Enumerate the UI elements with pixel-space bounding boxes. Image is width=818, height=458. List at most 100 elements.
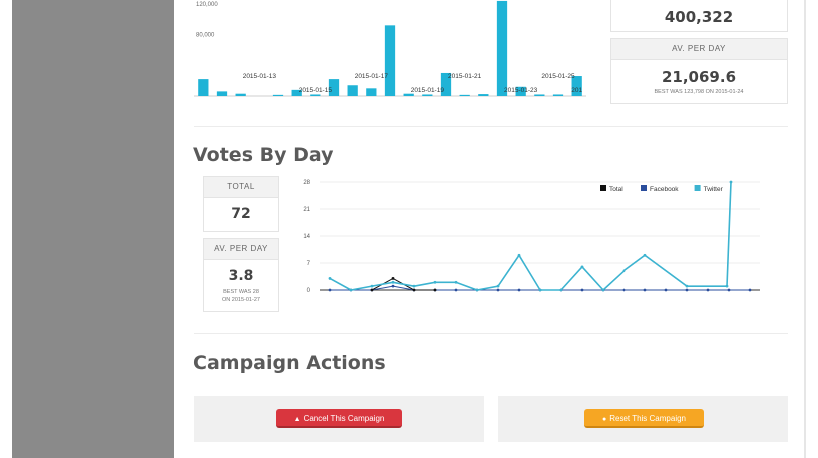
impressions-avg-card: AV. PER DAY 21,069.6 BEST WAS 123,798 ON… xyxy=(610,38,788,104)
reset-campaign-label: Reset This Campaign xyxy=(609,414,686,423)
page-left-edge xyxy=(0,0,12,458)
bar xyxy=(216,91,228,96)
votes-avg-label: AV. PER DAY xyxy=(204,239,278,260)
line-point xyxy=(496,284,500,288)
line-point xyxy=(580,265,584,269)
bar xyxy=(440,72,452,96)
line-point xyxy=(454,288,458,292)
legend-swatch xyxy=(694,185,701,191)
line-point xyxy=(370,284,374,288)
line-point xyxy=(729,180,733,184)
line-point xyxy=(748,288,752,292)
sidebar xyxy=(12,0,174,458)
bar xyxy=(198,79,209,96)
bar xyxy=(310,94,321,96)
line-point xyxy=(454,280,458,284)
line-point xyxy=(328,277,332,280)
bar-x-tick-label: 2015-01-17 xyxy=(355,73,389,80)
line-point xyxy=(412,284,416,288)
reset-action-panel: ● Reset This Campaign xyxy=(498,396,788,442)
impressions-bar-chart: 120,000 80,000 2015-01-13 2015-01-15 2015-01… xyxy=(194,0,586,97)
line-y-tick-label: 7 xyxy=(307,261,311,267)
impressions-avg-label: AV. PER DAY xyxy=(611,39,787,60)
cancel-campaign-button[interactable]: ▲ Cancel This Campaign xyxy=(276,409,402,428)
votes-best-note-2: ON 2015-01-27 xyxy=(222,297,260,303)
line-point xyxy=(328,288,332,292)
line-point xyxy=(601,288,605,292)
line-point xyxy=(517,288,521,292)
bar-x-tick-label: 2015-01-23 xyxy=(504,87,538,94)
bar xyxy=(552,94,564,96)
votes-section-title: Votes By Day xyxy=(193,144,334,166)
reset-campaign-button[interactable]: ● Reset This Campaign xyxy=(584,409,704,428)
line-point xyxy=(475,288,479,292)
bar-x-tick-label: 2015-01-19 xyxy=(411,87,445,94)
impressions-best-note: BEST WAS 123,798 ON 2015-01-24 xyxy=(654,89,744,95)
line-point xyxy=(664,288,668,292)
legend-label: Twitter xyxy=(704,186,724,193)
line-point xyxy=(538,288,542,292)
line-point xyxy=(685,284,689,288)
votes-best-note-1: BEST WAS 28 xyxy=(223,289,259,295)
bar xyxy=(347,85,358,96)
line-point xyxy=(412,288,416,292)
bar-y-tick-label: 120,000 xyxy=(196,2,218,8)
line-point xyxy=(727,288,731,292)
main-content: 120,000 80,000 2015-01-13 2015-01-15 2015-01… xyxy=(174,0,804,458)
bar-y-tick-label: 80,000 xyxy=(196,33,215,39)
bar xyxy=(403,93,414,96)
actions-section-title: Campaign Actions xyxy=(193,352,386,374)
bar xyxy=(422,94,433,96)
line-point xyxy=(685,288,689,292)
line-point xyxy=(580,288,584,292)
line-point xyxy=(433,280,437,284)
line-point xyxy=(391,284,395,288)
legend-label: Facebook xyxy=(650,186,679,193)
line-point xyxy=(391,280,395,284)
bar xyxy=(384,25,396,96)
bar xyxy=(459,94,470,96)
impressions-total-value: 400,322 xyxy=(664,8,734,26)
reset-icon: ● xyxy=(601,416,607,423)
line-point xyxy=(517,253,521,257)
line-y-tick-label: 0 xyxy=(307,288,311,294)
bar-x-tick-label: 2015-01-15 xyxy=(299,87,333,94)
line-point xyxy=(370,288,374,292)
bar xyxy=(235,93,246,96)
legend-label: Total xyxy=(609,186,623,193)
section-divider xyxy=(194,126,788,127)
votes-total-card: TOTAL 72 xyxy=(203,176,279,232)
bar xyxy=(328,79,340,96)
line-point xyxy=(391,277,395,280)
line-point xyxy=(622,288,626,292)
votes-total-value: 72 xyxy=(231,206,251,222)
legend-swatch xyxy=(600,185,606,191)
line-y-tick-label: 14 xyxy=(303,234,310,240)
section-divider xyxy=(194,333,788,334)
line-point xyxy=(559,288,563,292)
line-point xyxy=(643,288,647,292)
line-point xyxy=(349,288,353,292)
bar xyxy=(571,76,582,96)
line-point xyxy=(643,253,647,257)
votes-avg-value: 3.8 xyxy=(228,268,254,284)
votes-line-chart: 28 21 14 7 0 Total Facebook Twitter xyxy=(303,180,760,294)
line-y-tick-label: 28 xyxy=(303,180,310,186)
votes-avg-card: AV. PER DAY 3.8 BEST WAS 28 ON 2015-01-2… xyxy=(203,238,279,312)
cancel-campaign-label: Cancel This Campaign xyxy=(303,414,385,423)
bar xyxy=(496,0,508,97)
line-point xyxy=(433,288,437,292)
impressions-total-card: 400,322 xyxy=(610,0,788,32)
bar xyxy=(478,94,489,96)
bar-x-tick-label: 2015-01-21 xyxy=(448,73,482,80)
bar-x-tick-label: 201 xyxy=(571,87,582,94)
line-point xyxy=(496,288,500,292)
votes-total-label: TOTAL xyxy=(204,177,278,198)
line-point xyxy=(622,269,626,273)
cancel-action-panel: ▲ Cancel This Campaign xyxy=(194,396,484,442)
line-point xyxy=(706,288,710,292)
impressions-avg-value: 21,069.6 xyxy=(661,68,737,86)
warning-icon: ▲ xyxy=(293,416,301,423)
bar xyxy=(272,94,284,96)
bar-x-tick-label: 2015-01-13 xyxy=(243,73,277,80)
